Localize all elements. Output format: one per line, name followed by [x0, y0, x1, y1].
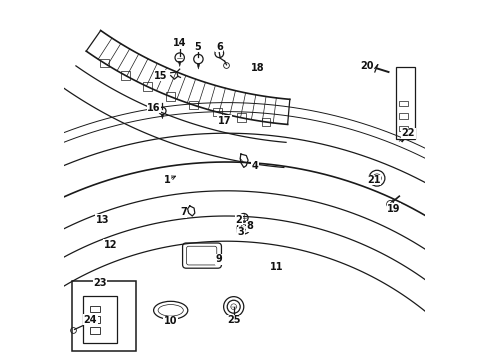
Text: 9: 9 [216, 254, 222, 264]
Bar [237, 113, 245, 122]
Text: 16: 16 [147, 103, 160, 113]
Text: 3: 3 [237, 227, 244, 237]
Bar [89, 316, 101, 323]
Bar [399, 101, 407, 106]
Text: 24: 24 [83, 315, 97, 325]
Bar [399, 113, 407, 119]
Text: 1: 1 [163, 175, 170, 185]
Bar [236, 227, 244, 232]
Text: 19: 19 [386, 204, 400, 214]
Text: 5: 5 [194, 42, 201, 52]
Text: 4: 4 [251, 161, 258, 171]
Text: 10: 10 [163, 316, 177, 326]
Text: 6: 6 [216, 42, 222, 52]
Bar [166, 92, 175, 101]
Text: 2: 2 [235, 215, 242, 225]
Text: 8: 8 [246, 221, 253, 231]
Bar [83, 296, 117, 343]
Text: 18: 18 [251, 63, 264, 73]
Text: 21: 21 [366, 175, 380, 185]
Bar [143, 82, 152, 91]
Polygon shape [161, 114, 163, 119]
Text: 12: 12 [103, 240, 117, 250]
Text: 25: 25 [227, 315, 241, 325]
Text: 20: 20 [360, 60, 373, 71]
Bar [89, 306, 101, 312]
Bar [261, 118, 270, 126]
Text: 13: 13 [95, 215, 109, 225]
Bar [399, 126, 407, 131]
Bar [189, 101, 198, 109]
Bar [89, 327, 101, 334]
Polygon shape [197, 64, 200, 69]
Text: 11: 11 [269, 262, 283, 272]
Bar [100, 59, 108, 67]
Text: 17: 17 [218, 116, 231, 126]
Bar [213, 108, 222, 117]
Bar [395, 67, 415, 139]
Text: 14: 14 [173, 38, 186, 48]
Text: 22: 22 [401, 128, 414, 138]
Bar [121, 71, 130, 80]
Bar [72, 281, 136, 351]
Polygon shape [178, 61, 181, 67]
Text: 7: 7 [180, 207, 186, 217]
Text: 23: 23 [93, 278, 106, 288]
Text: 15: 15 [154, 71, 167, 81]
